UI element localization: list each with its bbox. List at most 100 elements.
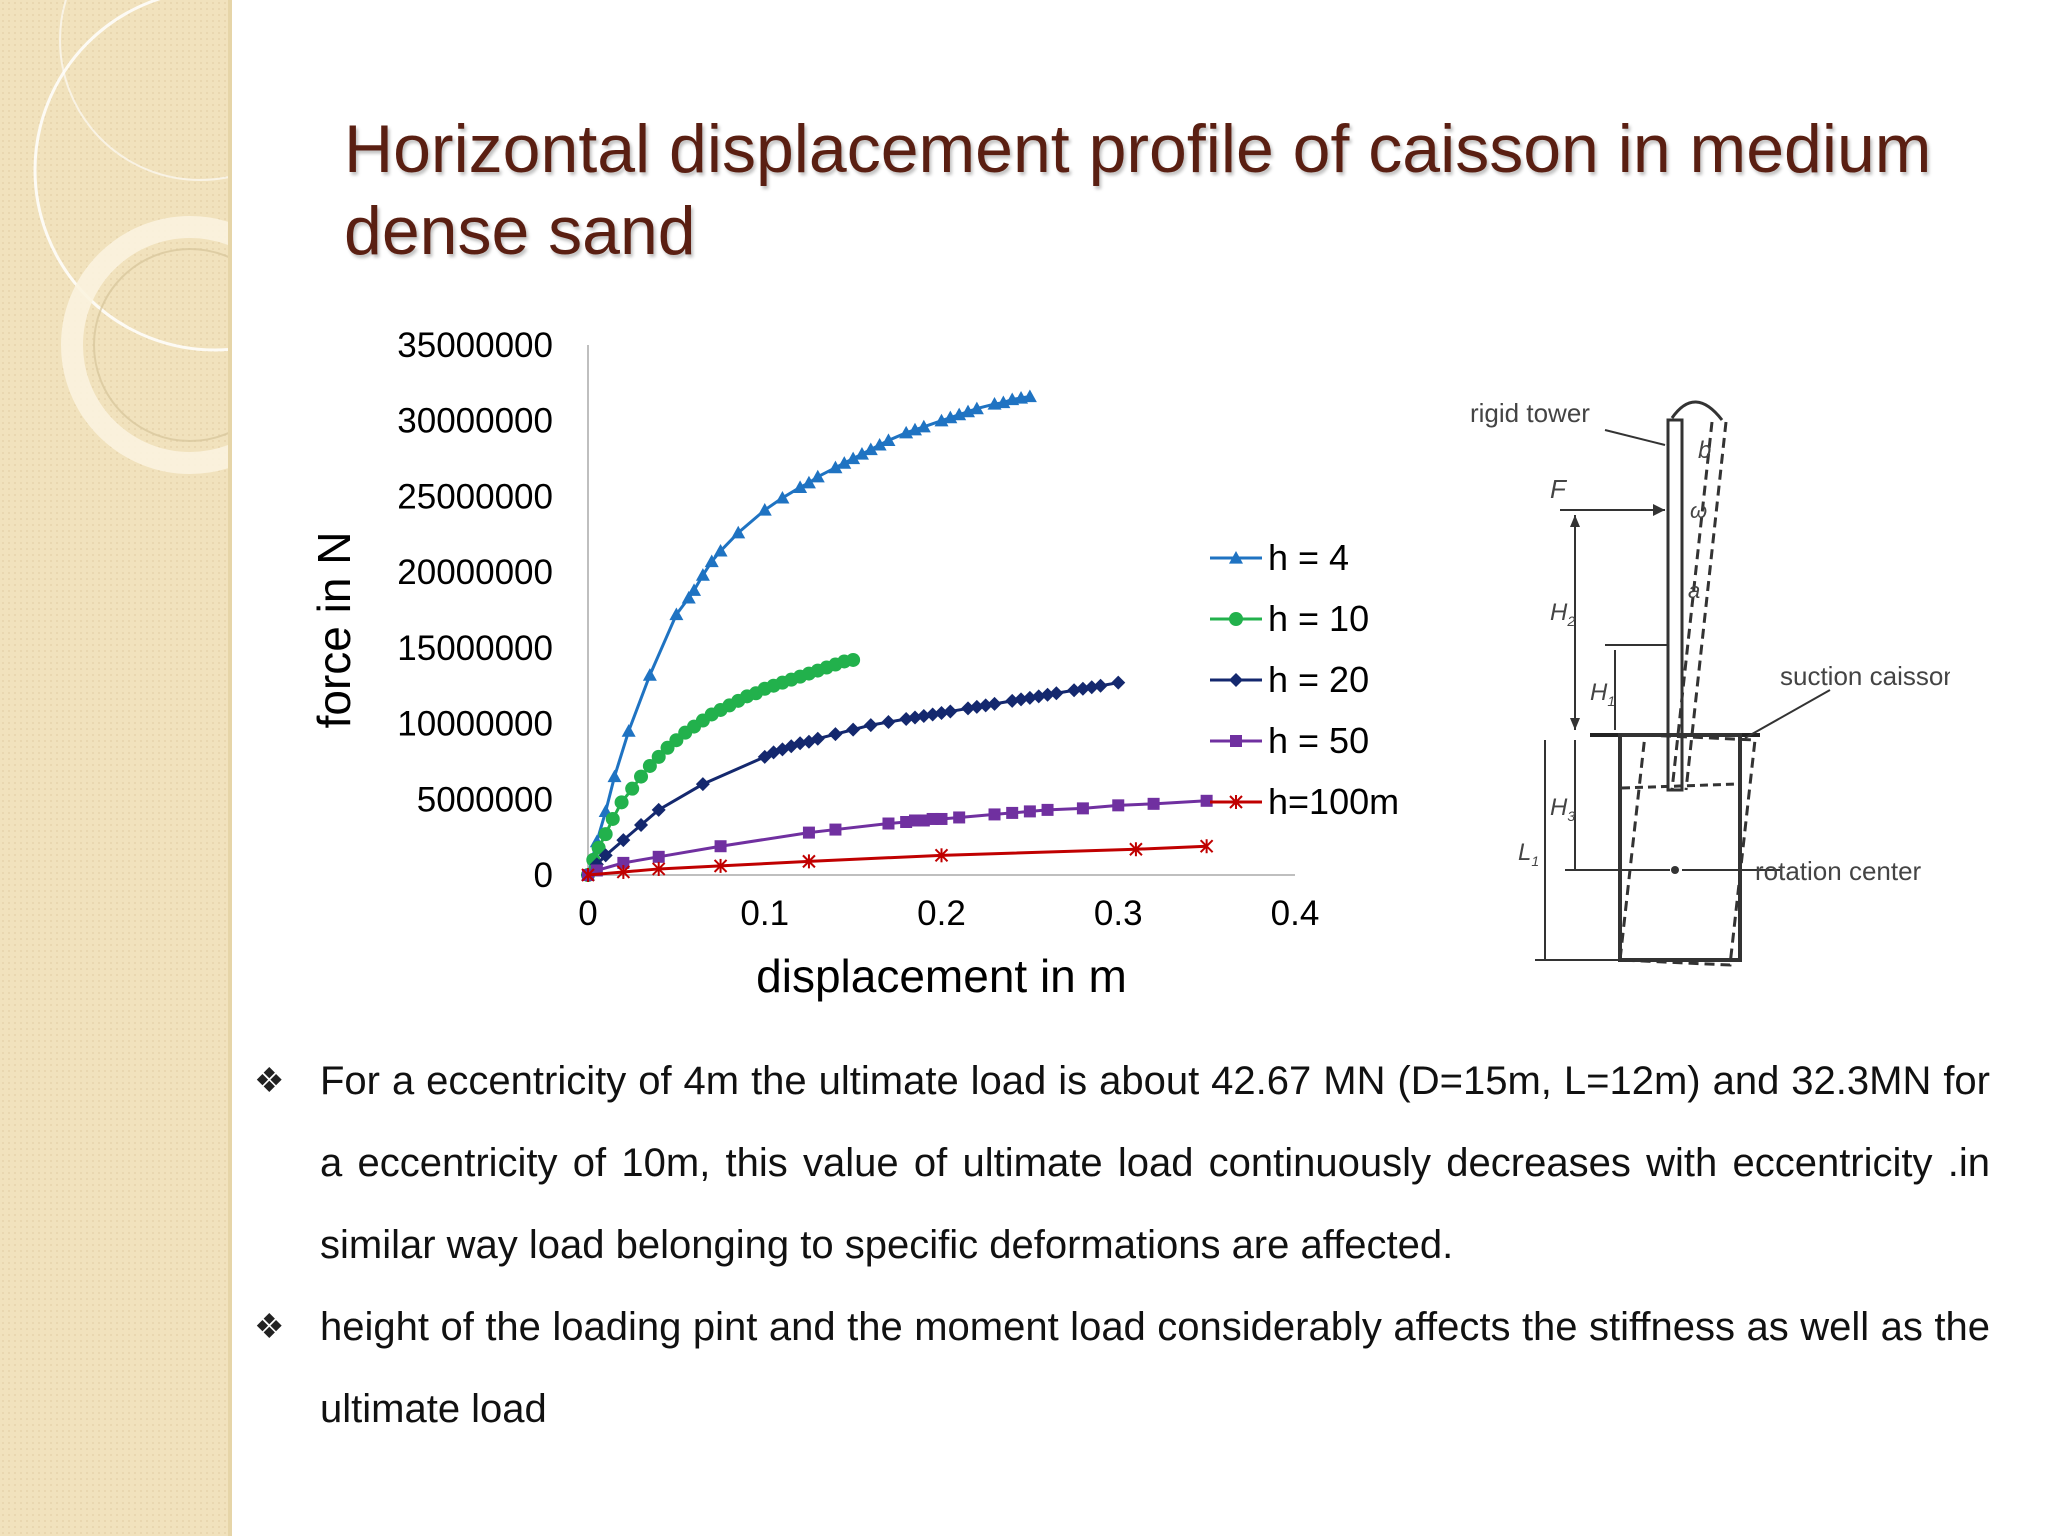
series-line	[586, 681, 1119, 876]
label-H1: H1	[1590, 679, 1615, 709]
force-arrowhead	[1653, 504, 1665, 516]
y-tick-label: 5000000	[417, 780, 553, 819]
x-tick-label: 0.3	[1094, 894, 1143, 933]
circle-marker	[605, 811, 620, 826]
label-rotation-center: rotation center	[1755, 856, 1922, 886]
triangle-marker	[607, 769, 622, 783]
label-a: a	[1688, 578, 1700, 603]
x-tick-label: 0.4	[1271, 894, 1320, 933]
circle-marker	[591, 840, 606, 855]
diamond-marker	[1067, 683, 1082, 698]
label-b: b	[1698, 437, 1711, 464]
star-marker	[802, 854, 816, 869]
diamond-marker	[1014, 692, 1029, 707]
triangle-marker	[642, 668, 657, 681]
x-tick-label: 0.1	[740, 894, 789, 933]
legend-label: h = 4	[1268, 537, 1349, 578]
legend-label: h = 50	[1268, 720, 1369, 761]
decorative-rings	[33, 0, 228, 474]
square-marker	[1112, 799, 1125, 812]
star-marker	[581, 868, 595, 882]
legend-entry: h = 10	[1210, 598, 1369, 639]
y-tick-label: 15000000	[397, 629, 553, 668]
circle-marker	[598, 827, 613, 842]
series-line	[586, 395, 1031, 876]
triangle-marker	[872, 437, 887, 451]
y-tick-label: 10000000	[397, 705, 553, 744]
y-tick-label: 0	[534, 856, 553, 895]
series-line	[587, 799, 1207, 877]
square-marker	[829, 823, 842, 836]
diamond-marker	[907, 710, 922, 725]
diamond-marker	[846, 722, 861, 737]
label-suction-caisson: suction caisson	[1780, 661, 1950, 691]
h2-arrow-top	[1570, 515, 1580, 527]
label-F: F	[1550, 474, 1568, 504]
square-marker	[882, 817, 895, 830]
square-marker	[1023, 805, 1036, 818]
series-line	[587, 844, 1207, 877]
caisson-lid-line	[1621, 782, 1739, 790]
circle-marker	[846, 652, 861, 667]
triangle-marker	[731, 525, 746, 539]
triangle-marker	[775, 490, 790, 504]
triangle-marker	[810, 469, 825, 483]
legend-label: h = 20	[1268, 659, 1369, 700]
legend-entry: h = 20	[1210, 659, 1369, 700]
y-axis-label: force in N	[308, 532, 360, 729]
bullet-text: For a eccentricity of 4m the ultimate lo…	[320, 1059, 1990, 1267]
decorative-sidebar	[0, 0, 232, 1536]
chart-legend: h = 4 h = 10 h = 20 h = 50 h=100m	[1210, 537, 1399, 822]
tilted-tower-line	[1670, 421, 1714, 791]
square-marker	[1006, 806, 1019, 819]
triangle-marker	[687, 583, 702, 596]
triangle-marker	[863, 442, 878, 456]
tilted-caisson-shape	[1618, 733, 1757, 967]
star-marker	[1199, 839, 1214, 854]
y-tick-label: 20000000	[397, 553, 553, 592]
triangle-marker	[757, 503, 772, 516]
bullet-item: ❖ For a eccentricity of 4m the ultimate …	[250, 1040, 1990, 1286]
triangle-marker	[621, 724, 636, 737]
legend-label: h = 10	[1268, 598, 1369, 639]
diamond-bullet-icon: ❖	[254, 1308, 285, 1346]
label-H3: H3	[1550, 794, 1575, 824]
diamond-marker	[1049, 686, 1064, 701]
y-tick-label: 30000000	[397, 402, 553, 441]
series-group	[581, 839, 1214, 882]
triangle-marker	[969, 401, 984, 415]
circle-marker	[651, 749, 666, 764]
square-marker	[1076, 802, 1089, 815]
triangle-marker	[1229, 551, 1243, 564]
caisson-diagram: rigid tower suction caisson rotation cen…	[1470, 398, 1950, 967]
slide-title: Horizontal displacement profile of caiss…	[344, 111, 1932, 269]
triangle-marker	[846, 451, 861, 465]
star-marker	[1229, 795, 1243, 809]
triangle-marker	[854, 447, 869, 460]
series-group	[581, 675, 1126, 882]
x-tick-label: 0.2	[917, 894, 966, 933]
x-axis-label: displacement in m	[756, 950, 1127, 1002]
diamond-marker	[987, 696, 1002, 711]
circle-marker	[614, 795, 629, 810]
diamond-marker	[925, 707, 940, 722]
force-displacement-chart: 0 0.1 0.2 0.3 0.4 0 5000000 10000000 15000000 200…	[308, 326, 1399, 1002]
triangle-marker	[681, 590, 696, 604]
triangle-marker	[793, 480, 808, 493]
diamond-marker	[978, 698, 993, 713]
circle-marker	[625, 781, 640, 796]
diamond-marker	[1075, 681, 1090, 696]
h2-arrow-bottom	[1570, 718, 1580, 730]
diamond-marker	[1031, 689, 1046, 704]
square-marker	[1147, 797, 1160, 810]
square-marker	[714, 840, 727, 853]
chart-series	[581, 389, 1214, 882]
legend-entry: h = 4	[1210, 537, 1349, 578]
legend-entry: h = 50	[1210, 720, 1369, 761]
triangle-marker	[713, 543, 728, 557]
suction-caisson-leader	[1744, 689, 1831, 739]
diamond-marker	[634, 818, 649, 833]
legend-label: h=100m	[1268, 781, 1399, 822]
diamond-marker	[810, 731, 825, 746]
star-marker	[1129, 842, 1143, 857]
